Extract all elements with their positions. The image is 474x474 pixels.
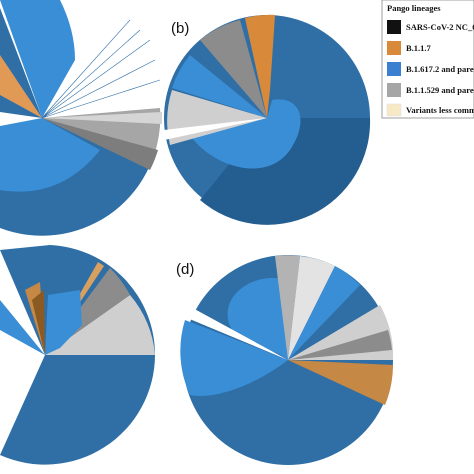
- panel-c-brown: [32, 290, 45, 355]
- legend-swatch-other: [386, 103, 402, 117]
- panel-a-darkgray: [42, 118, 158, 170]
- legend-swatch-sars: [387, 20, 401, 34]
- panel-c-gray: [45, 295, 155, 355]
- panel-c-blue-left: [0, 300, 45, 355]
- panel-b-gap: [164, 118, 267, 140]
- panel-b-mid-blue: [172, 55, 267, 118]
- tree-panel-d: (d): [176, 255, 394, 465]
- legend-label-other: Variants less comm: [406, 105, 474, 115]
- panel-d-top-light: [288, 256, 335, 360]
- panel-d-top-gray: [275, 255, 300, 360]
- panel-d-label: (d): [176, 261, 194, 278]
- legend-box: [381, 0, 474, 119]
- panel-b-gray-top: [200, 20, 267, 118]
- panel-c-gap: [0, 335, 45, 355]
- legend-title: Pango lineages: [387, 3, 441, 13]
- panel-d-lower-blue: [180, 320, 288, 396]
- legend-swatch-b117: [387, 41, 401, 55]
- panel-b-orange: [245, 14, 275, 118]
- panel-c-inner-blue: [45, 290, 82, 355]
- panel-d-darkgray: [288, 330, 392, 360]
- panel-b-deep-blue: [200, 118, 371, 225]
- tree-panel-b: (b): [164, 14, 371, 225]
- tree-panel-c: [0, 245, 156, 465]
- legend-label-omicron: B.1.1.529 and pare: [406, 85, 474, 95]
- legend-label-delta: B.1.617.2 and pare: [406, 64, 474, 74]
- legend-swatch-delta: [387, 62, 401, 76]
- tree-panel-a: [0, 0, 162, 236]
- panel-a-lines: [41, 19, 161, 119]
- panel-b-inner-blue: [190, 99, 301, 169]
- panel-b-label: (b): [171, 20, 189, 37]
- legend-label-sars: SARS-CoV-2 NC_0: [406, 22, 474, 32]
- panel-a-inner-blue: [0, 118, 100, 192]
- panel-a-top-blue: [0, 0, 75, 118]
- panel-a-gap: [0, 112, 42, 126]
- legend-swatch-omicron: [387, 83, 401, 97]
- panel-d-orange: [288, 360, 393, 405]
- legend-label-b117: B.1.1.7: [406, 43, 432, 53]
- panel-a-orange: [0, 55, 42, 118]
- panel-d-top-mid: [288, 266, 360, 360]
- panel-a-lightgray: [42, 112, 162, 124]
- panel-d-gap: [178, 300, 288, 360]
- legend: Pango lineages SARS-CoV-2 NC_0 B.1.1.7 B…: [381, 0, 474, 119]
